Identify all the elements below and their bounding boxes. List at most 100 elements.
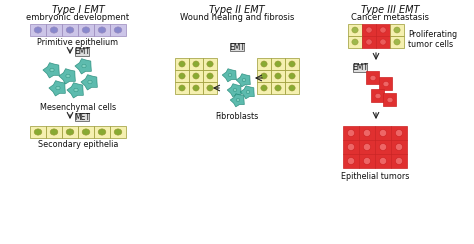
Ellipse shape — [347, 130, 355, 136]
Ellipse shape — [114, 27, 122, 33]
Text: Cancer metastasis: Cancer metastasis — [351, 13, 429, 22]
Ellipse shape — [352, 39, 358, 45]
Text: MET: MET — [74, 112, 90, 122]
Ellipse shape — [98, 129, 106, 135]
Text: EMT: EMT — [74, 48, 90, 57]
Ellipse shape — [179, 73, 185, 79]
Ellipse shape — [50, 68, 54, 72]
Ellipse shape — [50, 27, 58, 33]
Ellipse shape — [275, 61, 281, 67]
Bar — [257, 58, 271, 70]
Bar — [203, 82, 217, 94]
Bar — [78, 24, 94, 36]
Bar — [189, 70, 203, 82]
Bar — [375, 140, 391, 154]
Polygon shape — [81, 75, 97, 90]
Ellipse shape — [242, 79, 246, 81]
Ellipse shape — [380, 39, 386, 45]
Polygon shape — [240, 86, 255, 99]
Bar — [230, 43, 244, 51]
Bar — [175, 58, 189, 70]
Ellipse shape — [379, 143, 387, 151]
Ellipse shape — [236, 99, 240, 102]
Ellipse shape — [261, 61, 267, 67]
Polygon shape — [43, 63, 59, 78]
Bar — [110, 24, 126, 36]
Ellipse shape — [207, 85, 213, 91]
Ellipse shape — [114, 129, 122, 135]
Bar — [271, 70, 285, 82]
Bar — [375, 126, 391, 140]
Bar — [366, 71, 379, 84]
Bar — [175, 70, 189, 82]
Ellipse shape — [228, 73, 232, 77]
Ellipse shape — [366, 27, 372, 33]
Bar — [46, 126, 62, 138]
Ellipse shape — [379, 130, 387, 136]
Bar — [343, 154, 359, 168]
Bar — [379, 77, 392, 90]
Ellipse shape — [193, 61, 199, 67]
Bar — [30, 126, 46, 138]
Ellipse shape — [66, 27, 74, 33]
Ellipse shape — [50, 129, 58, 135]
Ellipse shape — [88, 80, 92, 84]
Bar — [285, 70, 299, 82]
Ellipse shape — [82, 27, 90, 33]
Ellipse shape — [364, 157, 371, 164]
Bar — [75, 48, 89, 56]
Text: Wound healing and fibrosis: Wound healing and fibrosis — [180, 13, 294, 22]
Ellipse shape — [275, 73, 281, 79]
Bar — [62, 24, 78, 36]
Bar — [78, 126, 94, 138]
Ellipse shape — [366, 39, 372, 45]
Ellipse shape — [261, 73, 267, 79]
Bar — [189, 82, 203, 94]
Bar — [348, 36, 362, 48]
Bar — [371, 89, 384, 102]
Text: Proliferating
tumor cells: Proliferating tumor cells — [408, 30, 457, 49]
Text: Mesenchymal cells: Mesenchymal cells — [40, 103, 116, 112]
Ellipse shape — [207, 61, 213, 67]
Ellipse shape — [347, 143, 355, 151]
Bar — [175, 82, 189, 94]
Bar — [359, 154, 375, 168]
Bar — [75, 113, 89, 121]
Text: Primitive epithelium: Primitive epithelium — [37, 38, 118, 47]
Ellipse shape — [179, 85, 185, 91]
Ellipse shape — [34, 27, 42, 33]
Ellipse shape — [380, 27, 386, 33]
Bar — [46, 24, 62, 36]
Bar — [94, 24, 110, 36]
Bar — [271, 82, 285, 94]
Ellipse shape — [394, 27, 400, 33]
Bar — [348, 24, 362, 36]
Text: Type I EMT: Type I EMT — [52, 5, 104, 15]
Ellipse shape — [383, 81, 389, 87]
Ellipse shape — [246, 91, 250, 93]
Text: EMT: EMT — [229, 42, 245, 51]
Bar — [203, 70, 217, 82]
Bar — [391, 140, 407, 154]
Ellipse shape — [394, 39, 400, 45]
Ellipse shape — [289, 73, 295, 79]
Ellipse shape — [66, 74, 70, 78]
Polygon shape — [67, 83, 83, 98]
Ellipse shape — [261, 85, 267, 91]
Text: Epithelial tumors: Epithelial tumors — [341, 172, 409, 181]
Polygon shape — [75, 59, 91, 74]
Ellipse shape — [395, 143, 402, 151]
Bar — [343, 140, 359, 154]
Ellipse shape — [275, 85, 281, 91]
Ellipse shape — [395, 157, 402, 164]
Ellipse shape — [375, 93, 381, 99]
Bar — [257, 82, 271, 94]
Ellipse shape — [233, 89, 237, 92]
Bar — [285, 58, 299, 70]
Ellipse shape — [82, 129, 90, 135]
Bar — [285, 82, 299, 94]
Ellipse shape — [34, 129, 42, 135]
Ellipse shape — [289, 85, 295, 91]
Polygon shape — [222, 69, 237, 82]
Ellipse shape — [370, 75, 376, 81]
